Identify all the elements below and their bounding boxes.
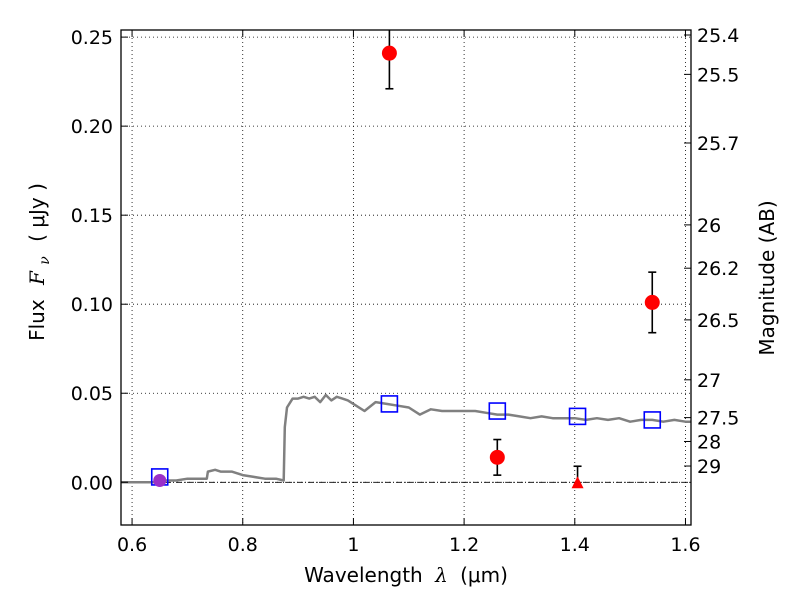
- upper-limit-triangle: [571, 476, 584, 489]
- model-photometry-square: [643, 411, 662, 429]
- y-tick-label: 0.05: [71, 383, 113, 405]
- data-layer: [121, 30, 691, 489]
- y2-tick-label: 29: [697, 456, 721, 478]
- y-tick-label: 0.20: [71, 116, 113, 138]
- y-axis-label-symbol: F: [25, 270, 49, 286]
- model-photometry-square: [380, 395, 399, 413]
- y-axis-label: Flux F ν ( μJy ): [25, 183, 54, 341]
- y2-tick-label: 25.7: [697, 133, 739, 155]
- y-tick-label: 0.15: [71, 205, 113, 227]
- x-tick-label: 1: [347, 534, 359, 556]
- y2-tick-label: 26: [697, 215, 721, 237]
- grid: [121, 30, 691, 525]
- detection-point: [644, 294, 660, 310]
- plot-area: [121, 30, 691, 489]
- x-tick-label: 0.8: [228, 534, 258, 556]
- x-axis-label-unit: (μm): [460, 563, 508, 587]
- y2-tick-label: 27.5: [697, 408, 739, 430]
- y-tick-label: 0.00: [71, 472, 113, 494]
- detection-point: [381, 45, 397, 61]
- x-axis-label: Wavelength λ (μm): [304, 563, 508, 587]
- x-tick-label: 1.4: [560, 534, 590, 556]
- y-axis-label-unit: ( μJy ): [25, 183, 49, 242]
- axes: 0.6 0.8 1 1.2 1.4 1.6 0.00 0.05 0.10 0.15 0.20 0.25…: [71, 25, 740, 556]
- y2-tick-label: 25.5: [697, 64, 739, 86]
- model-photometry-square: [488, 402, 507, 420]
- y-axis-label-text: Flux: [25, 299, 49, 341]
- y-axis-label-subscript: ν: [37, 256, 53, 265]
- x-tick-label: 1.2: [449, 534, 479, 556]
- x-tick-label: 0.6: [117, 534, 147, 556]
- y2-axis-label: Magnitude (AB): [755, 200, 779, 355]
- optical-point: [153, 473, 167, 487]
- x-axis-label-text: Wavelength: [304, 563, 423, 587]
- y2-tick-label: 27: [697, 370, 721, 392]
- y2-tick-label: 25.4: [697, 25, 739, 47]
- detection-point: [489, 449, 505, 465]
- y2-tick-label: 28: [697, 431, 721, 453]
- y2-tick-label: 26.5: [697, 310, 739, 332]
- plot-frame: [120, 29, 692, 526]
- x-axis-label-symbol: λ: [434, 563, 448, 587]
- x-tick-label: 1.6: [670, 534, 700, 556]
- y2-tick-label: 26.2: [697, 258, 739, 280]
- model-photometry-square: [568, 407, 587, 426]
- y-tick-label: 0.25: [71, 27, 113, 49]
- y-tick-label: 0.10: [71, 294, 113, 316]
